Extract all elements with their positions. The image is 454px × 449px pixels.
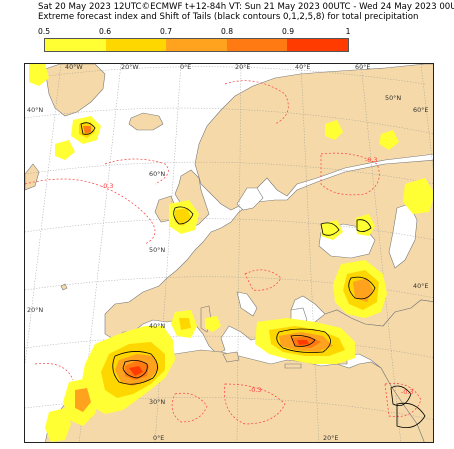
lat-label: 50°N	[385, 94, 402, 102]
colorbar-tick: 1	[345, 27, 351, 36]
colorbar-segment	[105, 39, 167, 51]
efi-area-tyrrhenian	[205, 316, 221, 332]
map[interactable]: 40°W 20°W 0°E 20°E 40°E 60°E 40°N 20°N 6…	[24, 63, 434, 443]
colorbar-tick: 0.7	[159, 27, 173, 36]
lon-label: 40°E	[295, 63, 311, 71]
efi-area-iberia	[129, 366, 143, 376]
title-line-1: Sat 20 May 2023 12UTC©ECMWF t+12-84h VT:…	[38, 2, 454, 12]
lat-label: 60°E	[413, 106, 429, 114]
azores	[60, 283, 68, 291]
colorbar-segment	[45, 39, 106, 51]
title-line-2: Extreme forecast index and Shift of Tail…	[38, 12, 419, 22]
lon-label: 20°E	[323, 434, 339, 442]
efi-area-west-africa	[45, 408, 71, 442]
colorbar-tick: 0.8	[220, 27, 234, 36]
lat-label: 20°N	[27, 306, 44, 314]
lon-label: 40°W	[65, 63, 83, 71]
efi-area-atlantic	[55, 140, 75, 160]
lon-label: 20°E	[235, 63, 251, 71]
colorbar-segment	[166, 39, 227, 51]
lat-label: 50°N	[149, 246, 166, 254]
lon-label: 60°E	[355, 63, 371, 71]
efi-area-north-africa	[75, 388, 91, 412]
efi-area-italy	[179, 318, 191, 330]
colorbar-tick: 0.9	[281, 27, 295, 36]
contour-label: -0.3	[365, 156, 378, 164]
colorbar-segment	[287, 39, 348, 51]
colorbar-segment	[226, 39, 288, 51]
contour-label: -0.3	[101, 182, 114, 190]
greenland	[44, 64, 106, 117]
sot-contours	[80, 122, 426, 429]
lat-label: 40°N	[27, 106, 44, 114]
contour-label: -0.3	[249, 386, 262, 394]
lat-label: 40°E	[413, 282, 429, 290]
efi-area-eastern-med	[297, 340, 309, 345]
baltic-sea	[236, 187, 264, 211]
lat-label: 60°N	[149, 170, 166, 178]
sicily	[222, 351, 240, 363]
lat-label: 30°N	[149, 398, 166, 406]
lat-label: 40°N	[149, 322, 166, 330]
newfoundland	[25, 163, 40, 191]
colorbar-tick: 0.5	[37, 27, 51, 36]
lon-label: 0°E	[180, 63, 192, 71]
efi-area-east	[403, 178, 433, 214]
efi-area-east	[379, 130, 399, 150]
map-canvas	[25, 64, 433, 442]
efi-shading	[29, 64, 433, 442]
efi-area-atlantic	[29, 64, 49, 86]
colorbar	[44, 38, 349, 52]
adriatic-sea	[236, 291, 258, 317]
iceland	[128, 112, 164, 131]
lon-label: 0°E	[153, 434, 165, 442]
lon-label: 20°W	[121, 63, 139, 71]
efi-area-anatolia	[353, 278, 373, 302]
efi-area-east	[325, 120, 343, 140]
colorbar-tick: 0.6	[98, 27, 112, 36]
efi-area-atlantic	[83, 126, 91, 134]
crete	[284, 363, 302, 369]
contour-label: -0.3	[401, 388, 414, 396]
